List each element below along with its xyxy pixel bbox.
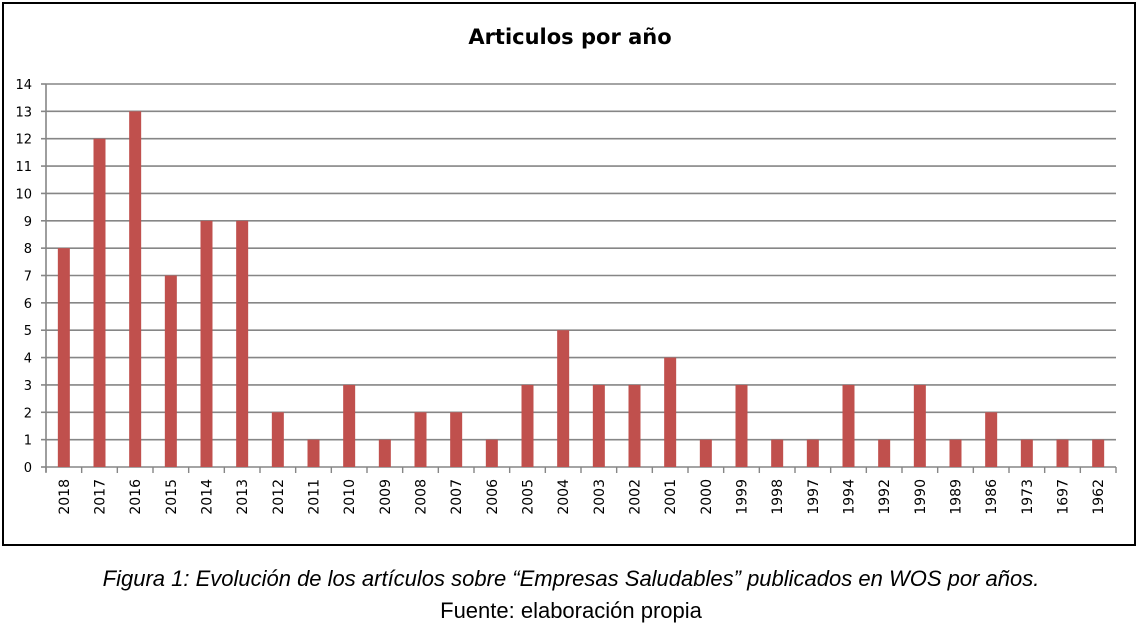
bar-2005 — [521, 384, 534, 467]
bar-2004 — [557, 330, 570, 467]
x-tick-label: 2010 — [342, 479, 358, 515]
x-tick-label: 2016 — [128, 479, 144, 515]
x-tick-label: 2003 — [592, 479, 608, 515]
x-tick-label: 2002 — [628, 479, 644, 515]
x-tick-label: 2014 — [200, 479, 216, 515]
x-tick-label: 2004 — [556, 479, 572, 515]
x-tick-label: 2005 — [521, 479, 537, 515]
y-tick-label: 8 — [24, 242, 32, 257]
y-tick-label: 3 — [24, 379, 32, 394]
x-tick-label: 1999 — [735, 479, 751, 515]
x-tick-label: 1989 — [949, 479, 965, 515]
x-tick-label: 1986 — [984, 479, 1000, 515]
bar-2016 — [129, 111, 142, 467]
y-tick-label: 0 — [24, 461, 32, 476]
x-tick-label: 2015 — [164, 479, 180, 515]
x-tick-label: 1697 — [1056, 479, 1072, 515]
figure-caption: Figura 1: Evolución de los artículos sob… — [102, 566, 1040, 591]
x-tick-label: 2017 — [93, 479, 109, 515]
x-tick-label: 2012 — [271, 479, 287, 515]
bar-1992 — [878, 439, 891, 467]
bar-2017 — [93, 138, 106, 467]
x-tick-label: 1990 — [913, 479, 929, 515]
x-tick-label: 2013 — [235, 479, 251, 515]
bar-1990 — [913, 384, 926, 467]
bar-2006 — [485, 439, 498, 467]
bar-1962 — [1092, 439, 1105, 467]
bar-2003 — [592, 384, 605, 467]
bar-1994 — [842, 384, 855, 467]
bar-2001 — [664, 357, 677, 467]
bar-1998 — [771, 439, 784, 467]
x-tick-label: 1998 — [770, 479, 786, 515]
x-tick-label: 1962 — [1091, 479, 1107, 515]
y-tick-label: 14 — [15, 78, 32, 93]
bar-1973 — [1020, 439, 1033, 467]
bar-1989 — [949, 439, 962, 467]
y-tick-label: 2 — [24, 406, 32, 421]
x-tick-label: 2007 — [449, 479, 465, 515]
bar-2015 — [164, 275, 177, 467]
bar-2000 — [699, 439, 712, 467]
bar-1997 — [806, 439, 819, 467]
y-tick-label: 12 — [15, 133, 32, 148]
y-tick-label: 10 — [15, 187, 32, 202]
x-tick-label: 2018 — [57, 479, 73, 515]
bars — [57, 111, 1105, 467]
bar-1697 — [1056, 439, 1069, 467]
bar-2013 — [236, 220, 249, 467]
y-tick-label: 5 — [24, 324, 32, 339]
x-tick-label: 1973 — [1020, 479, 1036, 515]
x-tick-label: 2001 — [663, 479, 679, 515]
bar-2012 — [271, 412, 284, 467]
bar-1999 — [735, 384, 748, 467]
x-tick-label: 2011 — [307, 479, 323, 515]
bar-1986 — [985, 412, 998, 467]
y-tick-label: 4 — [24, 352, 32, 367]
bar-2011 — [307, 439, 320, 467]
x-tick-label: 1992 — [877, 479, 893, 515]
bar-2010 — [343, 384, 356, 467]
x-tick-label: 2000 — [699, 479, 715, 515]
y-tick-label: 6 — [24, 297, 32, 312]
x-tick-label: 2006 — [485, 479, 501, 515]
bar-2002 — [628, 384, 641, 467]
bar-2008 — [414, 412, 427, 467]
y-tick-label: 11 — [15, 160, 32, 175]
x-tick-label: 1994 — [842, 479, 858, 515]
bar-2007 — [450, 412, 463, 467]
chart-title: Articulos por año — [468, 25, 671, 49]
bar-2009 — [378, 439, 391, 467]
x-tick-label: 2009 — [378, 479, 394, 515]
bar-2014 — [200, 220, 213, 467]
y-tick-label: 7 — [24, 270, 32, 285]
y-tick-label: 13 — [15, 105, 32, 120]
gridlines — [41, 83, 1117, 473]
x-axis-ticks: 2018 2017 2016 2015 2014 2013 2012 2011 2010 2009… — [57, 479, 1107, 515]
figure-source: Fuente: elaboración propia — [440, 598, 702, 623]
y-tick-label: 1 — [24, 434, 32, 449]
x-tick-label: 2008 — [414, 479, 430, 515]
y-tick-label: 9 — [24, 215, 32, 230]
x-tick-label: 1997 — [806, 479, 822, 515]
bar-2018 — [57, 248, 70, 467]
